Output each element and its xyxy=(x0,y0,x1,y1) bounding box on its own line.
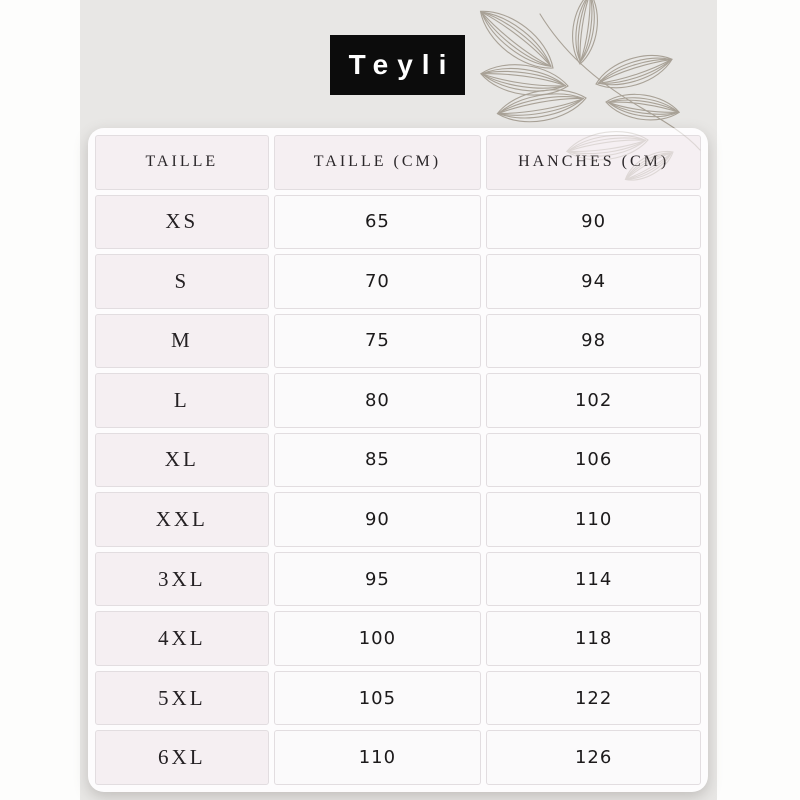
taille-cm-value: 75 xyxy=(273,313,482,369)
taille-cm-value: 105 xyxy=(273,670,482,726)
column-header-hanches-cm: HANCHES (CM) xyxy=(486,135,701,190)
taille-cm-value: 100 xyxy=(273,611,482,666)
taille-cm-value: 95 xyxy=(273,551,482,607)
size-label: L xyxy=(95,373,269,428)
taille-cm-value: 70 xyxy=(273,254,482,309)
size-label: 3XL xyxy=(95,551,269,607)
hanches-cm-value: 110 xyxy=(486,492,701,547)
brand-logo: Teyli xyxy=(330,35,465,95)
size-label: M xyxy=(95,313,269,369)
column-header-taille: TAILLE xyxy=(95,135,269,190)
taille-cm-value: 65 xyxy=(273,194,482,250)
taille-cm-value: 90 xyxy=(273,492,482,547)
taille-cm-value: 110 xyxy=(273,730,482,785)
hanches-cm-value: 126 xyxy=(486,730,701,785)
size-label: 6XL xyxy=(95,730,269,785)
brand-logo-text: Teyli xyxy=(348,49,456,80)
size-label: XXL xyxy=(95,492,269,547)
hanches-cm-value: 118 xyxy=(486,611,701,666)
hanches-cm-value: 106 xyxy=(486,432,701,488)
hanches-cm-value: 102 xyxy=(486,373,701,428)
size-label: XL xyxy=(95,432,269,488)
taille-cm-value: 85 xyxy=(273,432,482,488)
hanches-cm-value: 94 xyxy=(486,254,701,309)
size-chart-card: TAILLE TAILLE (CM) HANCHES (CM) XS 65 90… xyxy=(88,128,708,792)
hanches-cm-value: 114 xyxy=(486,551,701,607)
size-label: 4XL xyxy=(95,611,269,666)
hanches-cm-value: 122 xyxy=(486,670,701,726)
hanches-cm-value: 98 xyxy=(486,313,701,369)
column-header-taille-cm: TAILLE (CM) xyxy=(273,135,482,190)
taille-cm-value: 80 xyxy=(273,373,482,428)
hanches-cm-value: 90 xyxy=(486,194,701,250)
size-label: S xyxy=(95,254,269,309)
size-label: XS xyxy=(95,194,269,250)
size-label: 5XL xyxy=(95,670,269,726)
